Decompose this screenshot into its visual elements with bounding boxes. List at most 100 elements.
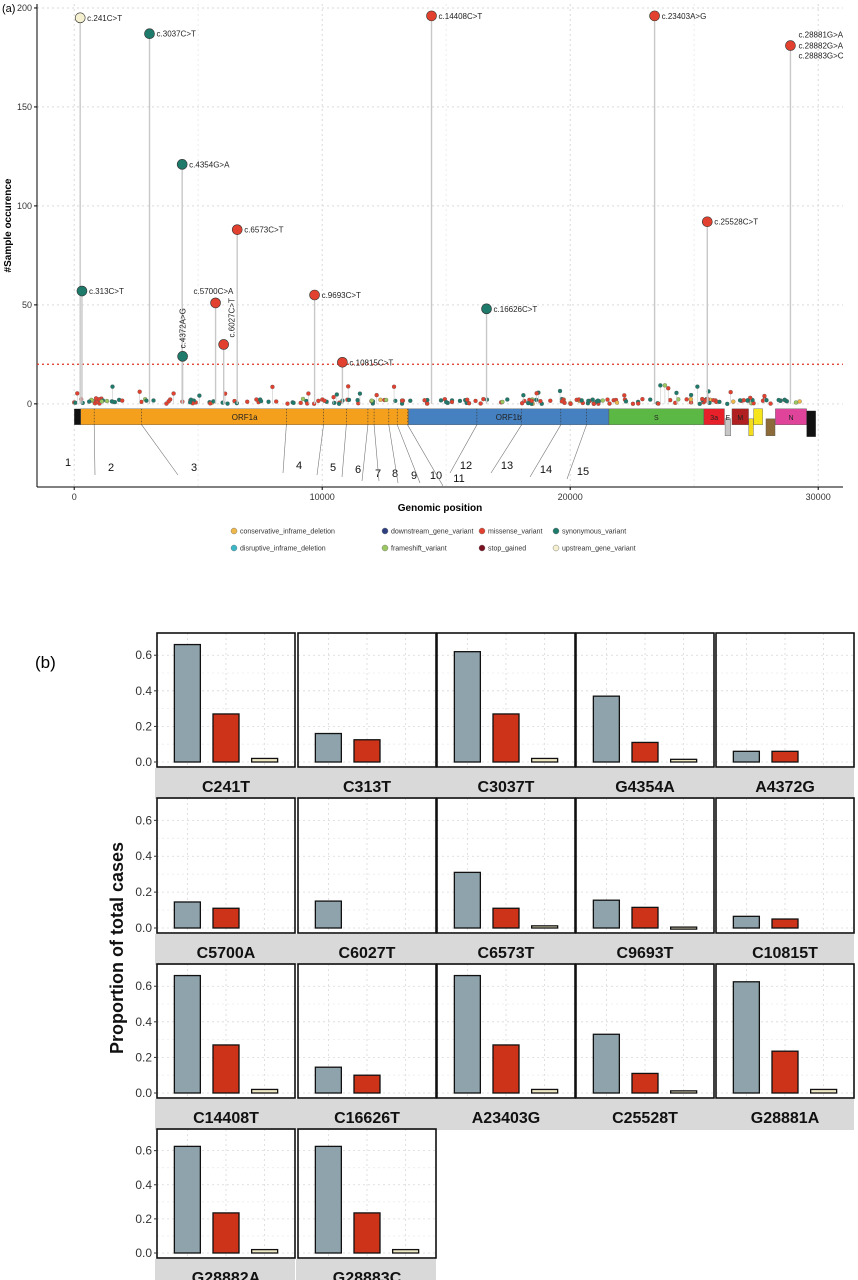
minor-variant-point (274, 399, 279, 404)
facet-strip (296, 768, 436, 799)
minor-variant-point (346, 397, 352, 403)
bar (732, 915, 761, 929)
y-tick-label: 0.6 (135, 648, 152, 662)
facet-strip (574, 1099, 714, 1130)
minor-variant-point (623, 399, 629, 404)
minor-variant-point (465, 397, 470, 402)
minor-variant-point (94, 399, 100, 405)
domain-number: 2 (108, 462, 114, 474)
y-tick-label: 0.4 (135, 1015, 152, 1029)
minor-variant-point (254, 397, 259, 402)
facet-label: C313T (343, 779, 391, 796)
minor-variant-point (245, 399, 250, 404)
minor-variant-point (109, 399, 115, 404)
bar (530, 925, 559, 929)
facet-A4372G: A4372G (714, 632, 855, 799)
minor-variant-point (334, 392, 339, 397)
facet-C6573T: C6573T (435, 797, 576, 965)
variant-label: c.28883G>C (798, 52, 843, 61)
minor-variant-point (534, 391, 539, 396)
domain-number: 13 (501, 460, 513, 472)
minor-variant-point (636, 401, 641, 406)
minor-variant-point (695, 384, 700, 389)
minor-variant-point (538, 399, 543, 404)
minor-variant-point (438, 398, 444, 403)
facet-G4354A: G4354A (574, 632, 715, 799)
bar (631, 741, 659, 763)
legend-label: disruptive_inframe_deletion (240, 546, 326, 553)
minor-variant-point (346, 384, 351, 389)
variant-point (785, 40, 796, 51)
variant-label: c.5700C>A (194, 287, 234, 296)
facet-label: G28882A (192, 1270, 261, 1280)
gene-S (608, 408, 704, 426)
minor-variant-point (73, 400, 78, 405)
variant-label: c.16626C>T (494, 305, 538, 314)
legend-label: stop_gained (488, 546, 526, 553)
minor-variant-point (383, 397, 389, 403)
bar (212, 1212, 240, 1254)
minor-variant-point (591, 401, 596, 406)
minor-variant-point (579, 398, 584, 403)
minor-variant-point (622, 393, 627, 398)
facet-strip (574, 934, 714, 965)
gene-E (724, 418, 731, 437)
gene-label: M (737, 415, 743, 422)
facet-C10815T: C10815T (714, 797, 855, 965)
y-tick-label: 200 (17, 3, 32, 13)
minor-variant-point (139, 399, 144, 405)
facet-strip (296, 1099, 436, 1130)
bar (314, 900, 343, 929)
variant-label: c.6573C>T (244, 226, 283, 235)
minor-variant-point (336, 401, 342, 406)
gene-5utr (74, 408, 81, 425)
minor-variant-point (700, 396, 705, 402)
minor-variant-point (466, 401, 472, 406)
x-tick-label: 20000 (558, 492, 583, 502)
bar (771, 918, 799, 929)
bar (771, 750, 799, 763)
minor-variant-point (614, 400, 620, 405)
variant-label: c.6027C>T (228, 298, 237, 337)
variant-label: c.241C>T (87, 14, 122, 23)
minor-variant-point (519, 401, 525, 406)
facet-frame (436, 963, 576, 1099)
bar (250, 1088, 279, 1094)
y-axis-title: #Sample occurence (3, 178, 14, 272)
facet-frame (436, 632, 576, 768)
gene-orf (748, 418, 754, 437)
minor-variant-point (630, 401, 636, 406)
bar (732, 981, 761, 1094)
facet-G28882A: G28882A 0.0 0.2 0.4 0.6 (135, 1128, 296, 1280)
domain-leader (566, 424, 587, 480)
y-tick-label: 0.2 (135, 719, 152, 733)
gene-label: ORF1b (496, 413, 522, 422)
gene-3a (703, 408, 725, 426)
bar (631, 1072, 659, 1094)
facet-label: G28883C (333, 1270, 402, 1280)
domain-leader (361, 424, 369, 482)
minor-variant-point (93, 396, 99, 401)
legend-label: frameshift_variant (391, 546, 447, 553)
legend-key (478, 544, 486, 552)
legend-key (381, 544, 389, 552)
facet-frame (575, 797, 715, 934)
facet-strip (714, 1099, 854, 1130)
facet-frame (297, 797, 437, 934)
bar (173, 974, 202, 1094)
gene-M (731, 408, 749, 426)
bar (592, 695, 621, 763)
minor-variant-point (737, 398, 743, 403)
gene-label: E (726, 415, 731, 422)
bar (492, 907, 520, 929)
domain-leader (490, 424, 522, 474)
bar (592, 899, 621, 929)
domain-number: 12 (460, 460, 472, 472)
variant-point (177, 351, 188, 362)
bar (453, 651, 482, 763)
minor-variant-point (144, 398, 149, 403)
minor-variant-point (166, 399, 171, 404)
bar (353, 1074, 381, 1094)
domain-leader (396, 424, 421, 484)
facet-frame (297, 1128, 437, 1259)
